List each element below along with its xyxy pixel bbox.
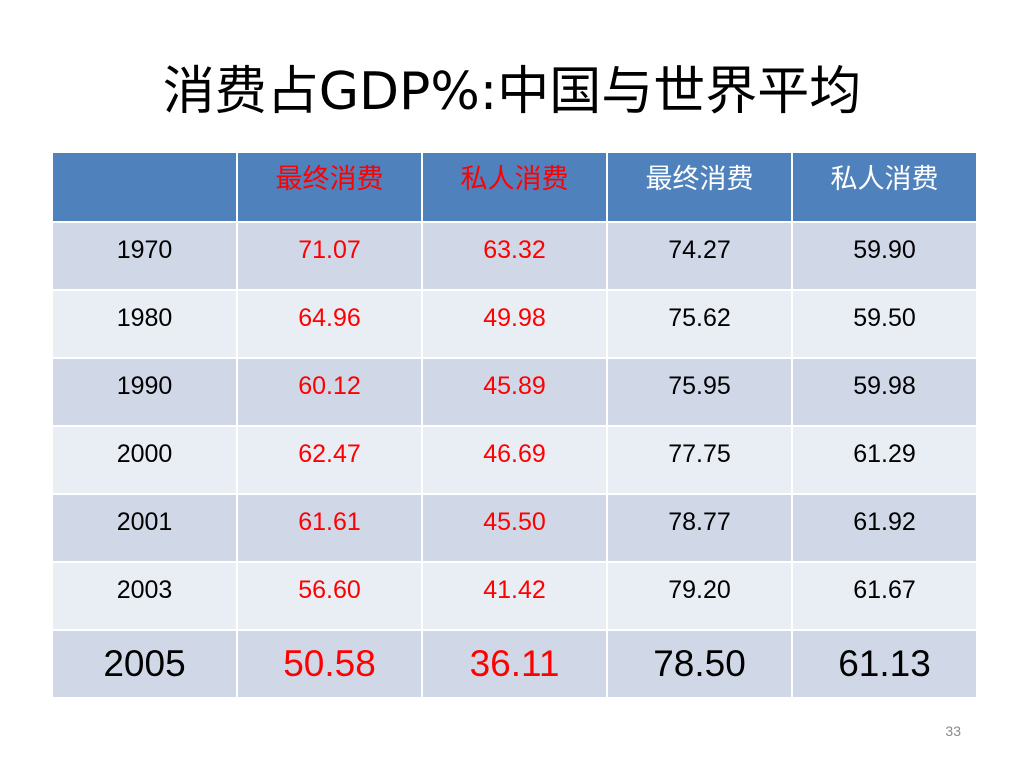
- year-cell: 1980: [51, 289, 238, 359]
- china-final-cell: 62.47: [236, 425, 423, 495]
- table-row: 2003 56.60 41.42 79.20 61.67: [51, 561, 978, 631]
- header-china-private-consumption: 私人消费: [421, 151, 608, 223]
- china-final-cell: 56.60: [236, 561, 423, 631]
- table-row: 1990 60.12 45.89 75.95 59.98: [51, 357, 978, 427]
- china-private-cell: 63.32: [421, 221, 608, 291]
- year-cell: 2003: [51, 561, 238, 631]
- world-final-cell: 75.62: [606, 289, 793, 359]
- year-cell: 1990: [51, 357, 238, 427]
- china-private-cell: 45.50: [421, 493, 608, 563]
- world-final-cell: 75.95: [606, 357, 793, 427]
- consumption-table: 最终消费 私人消费 最终消费 私人消费 1970 71.07 63.32 74.…: [51, 151, 978, 699]
- world-private-cell: 61.67: [791, 561, 978, 631]
- china-private-cell: 46.69: [421, 425, 608, 495]
- world-private-cell: 61.29: [791, 425, 978, 495]
- world-final-cell: 77.75: [606, 425, 793, 495]
- world-private-cell: 59.90: [791, 221, 978, 291]
- year-cell: 2001: [51, 493, 238, 563]
- page-number: 33: [945, 723, 961, 739]
- table-row: 1970 71.07 63.32 74.27 59.90: [51, 221, 978, 291]
- world-private-cell: 61.13: [791, 629, 978, 699]
- world-private-cell: 59.98: [791, 357, 978, 427]
- world-final-cell: 79.20: [606, 561, 793, 631]
- header-world-final-consumption: 最终消费: [606, 151, 793, 223]
- china-private-cell: 41.42: [421, 561, 608, 631]
- china-final-cell: 61.61: [236, 493, 423, 563]
- table-row: 2005 50.58 36.11 78.50 61.13: [51, 629, 978, 699]
- china-final-cell: 64.96: [236, 289, 423, 359]
- china-private-cell: 45.89: [421, 357, 608, 427]
- table-row: 2001 61.61 45.50 78.77 61.92: [51, 493, 978, 563]
- world-private-cell: 59.50: [791, 289, 978, 359]
- china-final-cell: 60.12: [236, 357, 423, 427]
- header-china-final-consumption: 最终消费: [236, 151, 423, 223]
- table-row: 1980 64.96 49.98 75.62 59.50: [51, 289, 978, 359]
- china-final-cell: 71.07: [236, 221, 423, 291]
- world-private-cell: 61.92: [791, 493, 978, 563]
- header-world-private-consumption: 私人消费: [791, 151, 978, 223]
- china-final-cell: 50.58: [236, 629, 423, 699]
- year-cell: 2000: [51, 425, 238, 495]
- year-cell: 2005: [51, 629, 238, 699]
- china-private-cell: 49.98: [421, 289, 608, 359]
- header-year: [51, 151, 238, 223]
- slide-title: 消费占GDP%:中国与世界平均: [162, 62, 862, 122]
- world-final-cell: 78.50: [606, 629, 793, 699]
- table-header-row: 最终消费 私人消费 最终消费 私人消费: [51, 151, 978, 223]
- world-final-cell: 74.27: [606, 221, 793, 291]
- china-private-cell: 36.11: [421, 629, 608, 699]
- year-cell: 1970: [51, 221, 238, 291]
- world-final-cell: 78.77: [606, 493, 793, 563]
- table-row: 2000 62.47 46.69 77.75 61.29: [51, 425, 978, 495]
